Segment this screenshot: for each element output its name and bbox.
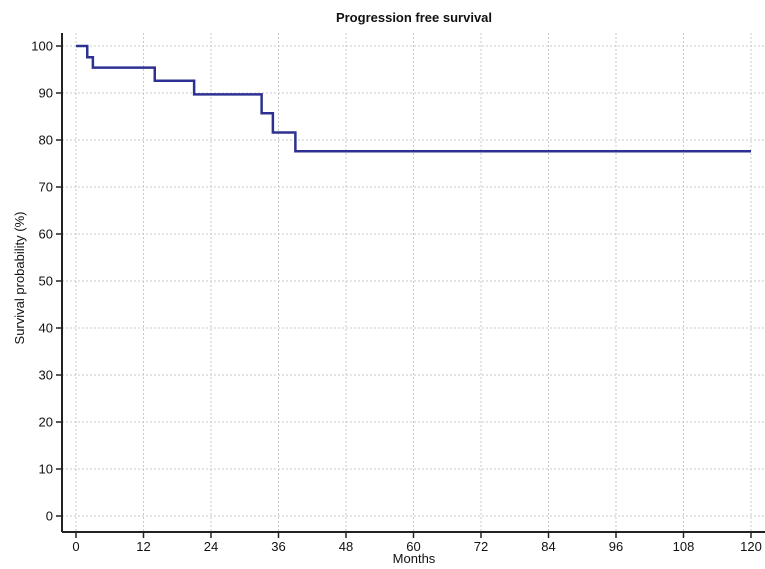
survival-curve-0 xyxy=(76,44,751,153)
x-tick-label-0: 0 xyxy=(72,539,79,554)
y-tick-label-6: 60 xyxy=(39,227,53,242)
x-tick-label-5: 60 xyxy=(406,539,420,554)
x-tick-label-4: 48 xyxy=(339,539,353,554)
y-tick-label-4: 40 xyxy=(39,321,53,336)
y-tick-label-8: 80 xyxy=(39,133,53,148)
x-axis-label: Months xyxy=(393,551,436,566)
x-axis-ticks: 0 12 24 36 48 60 72 84 96 108 120 xyxy=(72,532,762,554)
x-tick-label-3: 36 xyxy=(271,539,285,554)
y-tick-label-1: 10 xyxy=(39,462,53,477)
y-tick-label-2: 20 xyxy=(39,415,53,430)
x-tick-label-6: 72 xyxy=(474,539,488,554)
x-tick-label-10: 120 xyxy=(740,539,762,554)
y-axis-ticks: 0 10 20 30 40 50 60 70 80 90 100 xyxy=(31,39,62,524)
y-tick-label-10: 100 xyxy=(31,39,53,54)
chart-title: Progression free survival xyxy=(336,10,492,25)
series-group xyxy=(76,44,751,153)
y-axis-label: Survival probability (%) xyxy=(12,212,27,345)
grid-lines xyxy=(62,33,765,532)
x-tick-label-7: 84 xyxy=(541,539,555,554)
x-tick-label-2: 24 xyxy=(204,539,218,554)
y-tick-label-9: 90 xyxy=(39,86,53,101)
x-tick-label-8: 96 xyxy=(609,539,623,554)
y-tick-label-7: 70 xyxy=(39,180,53,195)
y-tick-label-0: 0 xyxy=(46,509,53,524)
y-tick-label-3: 30 xyxy=(39,368,53,383)
y-tick-label-5: 50 xyxy=(39,274,53,289)
x-tick-label-1: 12 xyxy=(136,539,150,554)
x-tick-label-9: 108 xyxy=(673,539,695,554)
